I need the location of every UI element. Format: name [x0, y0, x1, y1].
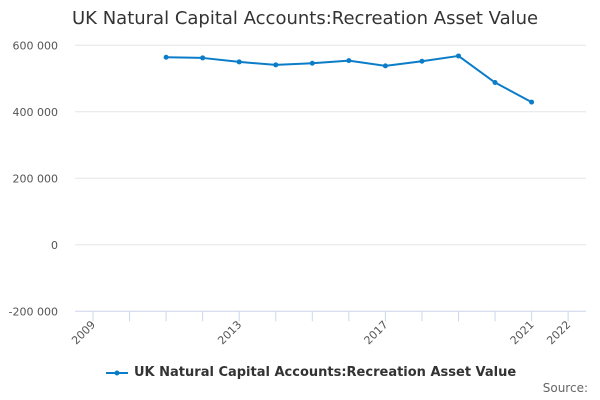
y-tick-label: 0 [51, 239, 58, 252]
x-tick-label: 2021 [508, 318, 537, 347]
data-point [382, 63, 388, 69]
x-tick-label: 2009 [69, 318, 98, 347]
data-point [346, 58, 352, 64]
y-tick-label: -200 000 [9, 305, 58, 318]
y-tick-label: 200 000 [13, 172, 59, 185]
x-tick-label: 2022 [544, 318, 573, 347]
y-tick-label: 400 000 [13, 106, 59, 119]
data-point [309, 60, 315, 66]
data-point [236, 59, 242, 65]
y-tick-label: 600 000 [13, 39, 59, 52]
legend-line-icon [106, 370, 128, 375]
legend-item[interactable]: UK Natural Capital Accounts:Recreation A… [106, 365, 516, 380]
data-point [419, 58, 425, 64]
chart-title: UK Natural Capital Accounts:Recreation A… [72, 8, 539, 29]
x-tick-label: 2017 [362, 318, 391, 347]
data-point [456, 53, 461, 59]
source-label: Source: [542, 381, 588, 395]
data-point [163, 54, 169, 60]
data-point [529, 99, 535, 105]
data-point [273, 62, 279, 68]
data-point [492, 80, 498, 86]
legend-label: UK Natural Capital Accounts:Recreation A… [134, 365, 517, 380]
data-point [200, 55, 206, 61]
x-tick-label: 2013 [215, 318, 244, 347]
